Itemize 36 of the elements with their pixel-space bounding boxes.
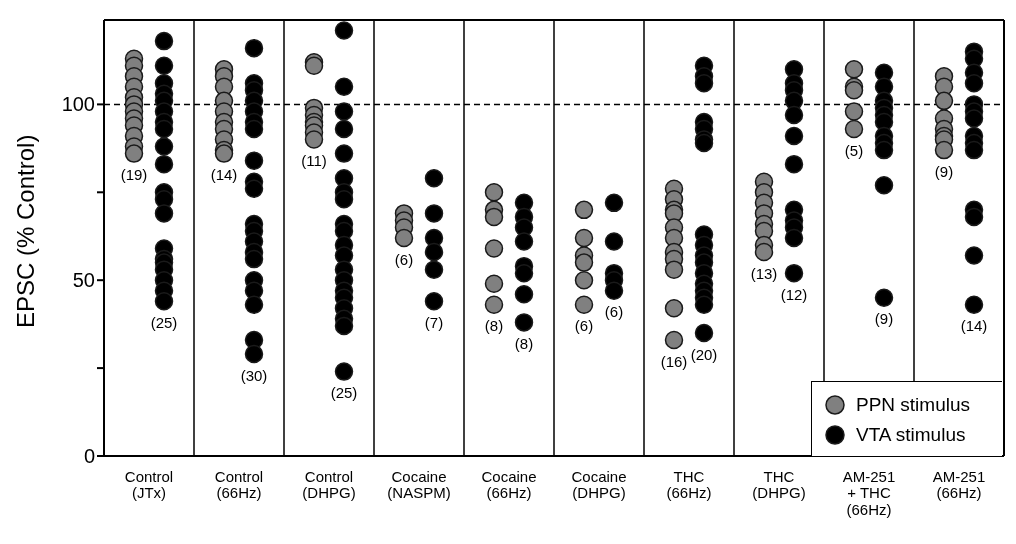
- y-tick-label: 50: [72, 269, 95, 292]
- annotation: (30): [240, 366, 268, 384]
- annotation: (14): [210, 166, 238, 184]
- y-tick-label: 0: [83, 445, 95, 468]
- x-tick-label: Cocaine (DHPG): [571, 467, 627, 501]
- annotation: (5): [844, 141, 864, 159]
- annotation: (6): [394, 250, 414, 268]
- x-tick-label: Control (DHPG): [302, 467, 356, 501]
- x-tick-label: THC (DHPG): [752, 467, 806, 501]
- annotation: (16): [660, 352, 688, 370]
- annotation: (20): [690, 345, 718, 363]
- legend-label: VTA stimulus: [856, 424, 966, 446]
- annotation: (11): [301, 152, 327, 170]
- annotation: (13): [750, 264, 778, 282]
- x-tick-label: Cocaine (NASPM): [387, 467, 451, 501]
- y-tick-label: 100: [61, 93, 95, 116]
- x-tick-label: Cocaine (66Hz): [481, 467, 537, 501]
- x-tick-label: AM-251 + THC (66Hz): [842, 467, 896, 518]
- annotation: (9): [874, 310, 894, 328]
- annotation: (19): [120, 166, 148, 184]
- annotation: (6): [604, 303, 624, 321]
- y-axis-title: EPSC (% Control): [11, 134, 39, 328]
- annotation: (14): [960, 317, 988, 335]
- x-tick-label: Control (JTx): [124, 467, 174, 501]
- annotation: (8): [514, 335, 534, 353]
- x-tick-label: THC (66Hz): [666, 467, 712, 501]
- annotation: (7): [424, 313, 444, 331]
- x-tick-label: AM-251 (66Hz): [932, 467, 986, 501]
- annotation: (6): [574, 317, 594, 335]
- annotation: (12): [780, 285, 808, 303]
- annotation: (25): [330, 384, 358, 402]
- annotation: (8): [484, 317, 504, 335]
- annotation: (9): [934, 162, 954, 180]
- annotation: (25): [150, 313, 178, 331]
- legend-label: PPN stimulus: [856, 394, 971, 416]
- x-tick-label: Control (66Hz): [214, 467, 264, 501]
